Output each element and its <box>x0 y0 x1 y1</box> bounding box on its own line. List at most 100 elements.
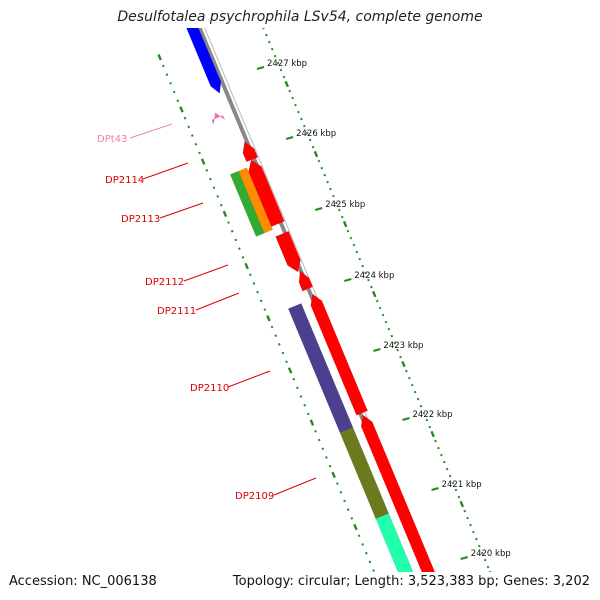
tick-mark-right <box>297 110 300 114</box>
tick-mark-left <box>321 447 325 451</box>
scale-tick <box>314 206 323 212</box>
tick-mark-right <box>480 551 484 555</box>
tick-mark-right <box>466 516 469 520</box>
tick-mark-right <box>329 187 332 191</box>
gene-label: DP2112 <box>145 277 184 288</box>
scale-tick <box>373 347 381 353</box>
tick-mark-right <box>486 565 490 569</box>
tick-mark-right <box>410 383 414 387</box>
tick-mark-left <box>187 125 191 129</box>
cds-dp2112 <box>275 230 301 273</box>
tick-mark-right <box>276 61 280 65</box>
tick-mark-left <box>270 325 274 329</box>
tick-mark-left <box>205 169 209 172</box>
gene-labels: DPt43 DP2114 DP2113 DP2112 DP2111 DP2110 DP210… <box>97 123 317 502</box>
tick-mark-right <box>371 290 377 298</box>
scale-label: 2424 kbp <box>354 271 394 281</box>
tick-mark-left <box>179 106 184 113</box>
tick-mark-left <box>303 403 307 407</box>
tick-mark-right <box>317 159 321 163</box>
tick-mark-left <box>335 482 339 485</box>
tick-mark-left <box>361 543 365 546</box>
gene-label-leader <box>142 162 189 180</box>
tick-mark-right <box>463 509 467 513</box>
tick-mark-right <box>378 306 382 310</box>
tick-mark-right <box>291 96 294 100</box>
feature-blue <box>186 28 222 94</box>
tick-mark-right <box>445 467 449 471</box>
tick-mark-left <box>299 395 303 398</box>
tick-mark-left <box>266 315 271 322</box>
scale-label: 2422 kbp <box>413 410 453 420</box>
cds-dp2114 <box>248 159 285 227</box>
tick-mark-right <box>346 229 350 233</box>
tick-mark-right <box>475 537 478 541</box>
scale-label: 2423 kbp <box>383 341 423 351</box>
tick-mark-right <box>430 430 435 438</box>
scale-label: 2427 kbp <box>267 59 307 69</box>
tick-mark-left <box>325 456 328 459</box>
tick-mark-right <box>294 103 297 107</box>
tick-mark-left <box>200 158 206 165</box>
scale-labels: 2427 kbp 2426 kbp 2425 kbp 2424 kbp 2423 kbp… <box>256 59 511 561</box>
gene-label: DP2109 <box>235 491 274 502</box>
feature-dp2113-orange <box>238 167 274 234</box>
tick-mark-right <box>419 404 423 408</box>
tick-mark-left <box>252 282 256 285</box>
tick-mark-left <box>241 256 245 259</box>
tick-mark-right <box>399 355 402 359</box>
scale-tick <box>402 416 410 422</box>
tick-mark-right <box>279 68 283 72</box>
genome-summary-text: Topology: circular; Length: 3,523,383 bp… <box>232 574 590 589</box>
tick-mark-left <box>216 195 220 198</box>
gene-label-leader <box>273 477 317 496</box>
tick-mark-left <box>263 308 267 311</box>
tick-mark-right <box>413 390 417 394</box>
tick-mark-right <box>434 439 437 443</box>
gene-label-leader <box>129 123 173 139</box>
tick-mark-left <box>222 210 228 218</box>
tick-mark-right <box>288 89 292 93</box>
tick-mark-right <box>282 75 286 79</box>
tick-mark-left <box>292 377 296 381</box>
tick-mark-right <box>459 500 465 508</box>
tick-mark-left <box>331 471 336 479</box>
tick-mark-left <box>372 569 375 572</box>
tick-mark-right <box>440 453 443 457</box>
tick-mark-left <box>364 551 368 555</box>
tick-mark-left <box>384 596 385 598</box>
scale-tick <box>460 555 469 561</box>
tick-mark-left <box>259 299 263 303</box>
tick-mark-left <box>357 534 361 538</box>
tick-mark-right <box>401 360 406 368</box>
cds-top-right <box>184 0 207 9</box>
tick-mark-left <box>157 54 162 61</box>
tick-mark-right <box>300 117 303 121</box>
tick-mark-right <box>311 145 315 149</box>
tick-mark-left <box>244 262 249 270</box>
tick-mark-right <box>390 334 394 338</box>
scale-tick <box>431 486 439 492</box>
tick-mark-right <box>320 166 324 170</box>
tick-mark-left <box>227 221 230 224</box>
gene-label-leader <box>159 202 204 219</box>
tick-mark-right <box>387 327 391 331</box>
tick-mark-left <box>339 490 343 494</box>
tick-mark-left <box>172 90 176 94</box>
tick-mark-right <box>260 20 261 22</box>
tick-mark-left <box>183 116 187 120</box>
tick-mark-left <box>161 64 165 68</box>
tick-mark-right <box>332 194 335 198</box>
tick-mark-left <box>281 351 285 355</box>
tick-mark-right <box>370 285 373 289</box>
tick-mark-left <box>368 560 372 564</box>
tick-mark-right <box>313 150 319 158</box>
feature-aquamarine <box>375 513 414 572</box>
gene-label: DP2111 <box>157 306 196 317</box>
feature-top-left <box>171 0 193 15</box>
tick-mark-right <box>407 376 411 380</box>
tick-mark-right <box>448 474 452 478</box>
tick-mark-right <box>265 33 268 37</box>
cds-dp2109 <box>360 414 436 572</box>
